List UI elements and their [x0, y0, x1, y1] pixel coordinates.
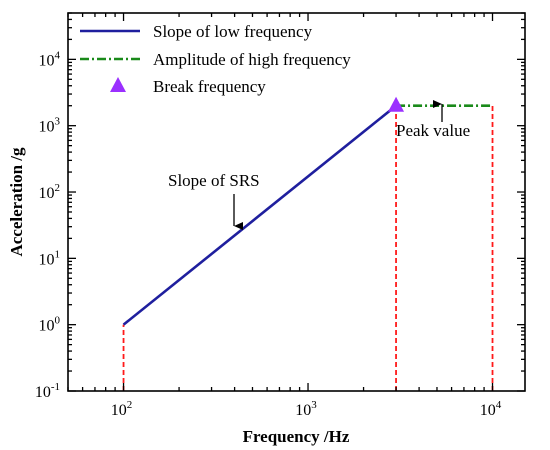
plot-frame	[67, 12, 526, 392]
guide-lines	[122, 105, 494, 391]
annotations: Slope of SRS Peak value	[168, 100, 470, 230]
y-tick-label: 10-1	[35, 381, 60, 401]
series-line-low-frequency	[122, 104, 397, 326]
y-axis: 10-1 100 101 102 103 104	[35, 12, 525, 401]
y-tick-label: 103	[39, 116, 61, 136]
break-frequency-marker	[388, 96, 405, 112]
legend-label-break-frequency: Break frequency	[153, 77, 266, 96]
series-layer	[122, 96, 493, 326]
x-tick-label: 104	[480, 399, 502, 419]
legend-label-low-frequency: Slope of low frequency	[153, 22, 313, 41]
y-tick-label: 101	[39, 248, 61, 268]
legend: Slope of low frequency Amplitude of high…	[80, 22, 351, 96]
x-axis: 102 103 104	[67, 13, 502, 419]
y-tick-label: 102	[39, 182, 61, 202]
annotation-peak-value: Peak value	[396, 121, 470, 140]
x-axis-title: Frequency /Hz	[243, 427, 350, 446]
y-axis-title: Acceleration /g	[7, 147, 26, 257]
annotation-slope-of-srs: Slope of SRS	[168, 171, 260, 190]
x-tick-label: 103	[295, 399, 317, 419]
y-tick-label: 100	[39, 315, 61, 335]
x-tick-label: 102	[111, 399, 133, 419]
legend-marker-break-frequency	[110, 77, 126, 92]
y-tick-label: 104	[39, 49, 61, 69]
legend-label-high-frequency: Amplitude of high frequency	[153, 50, 351, 69]
